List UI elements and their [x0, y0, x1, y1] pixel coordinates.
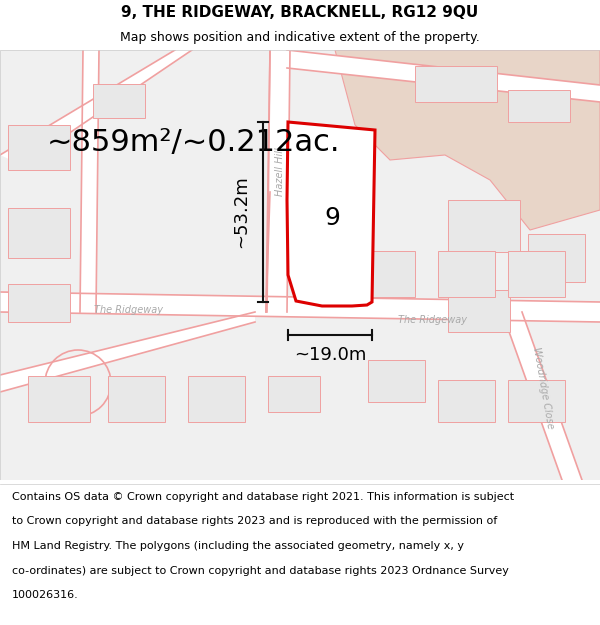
Bar	[8, 208, 70, 258]
Polygon shape	[0, 312, 255, 392]
Text: to Crown copyright and database rights 2023 and is reproduced with the permissio: to Crown copyright and database rights 2…	[12, 516, 497, 526]
Bar	[438, 251, 495, 297]
Polygon shape	[335, 50, 600, 230]
Bar	[8, 284, 70, 322]
Text: Woodridge Close: Woodridge Close	[531, 346, 555, 429]
Polygon shape	[502, 312, 582, 480]
Text: ~859m²/~0.212ac.: ~859m²/~0.212ac.	[46, 127, 340, 156]
Bar	[188, 376, 245, 422]
Text: ~53.2m: ~53.2m	[232, 176, 250, 248]
Bar	[28, 376, 90, 422]
Bar	[93, 84, 145, 118]
Bar	[108, 376, 165, 422]
Text: 9: 9	[324, 206, 340, 230]
Text: The Ridgeway: The Ridgeway	[94, 305, 163, 315]
Text: co-ordinates) are subject to Crown copyright and database rights 2023 Ordnance S: co-ordinates) are subject to Crown copyr…	[12, 566, 509, 576]
Polygon shape	[0, 50, 192, 165]
Bar	[358, 251, 415, 297]
Polygon shape	[267, 50, 290, 312]
Polygon shape	[287, 50, 600, 102]
Text: 9, THE RIDGEWAY, BRACKNELL, RG12 9QU: 9, THE RIDGEWAY, BRACKNELL, RG12 9QU	[121, 5, 479, 20]
Bar	[415, 66, 497, 102]
Text: Map shows position and indicative extent of the property.: Map shows position and indicative extent…	[120, 31, 480, 44]
Bar	[438, 380, 495, 422]
Polygon shape	[287, 122, 375, 306]
Bar	[268, 376, 320, 412]
Bar	[8, 125, 70, 170]
Polygon shape	[266, 50, 270, 312]
Polygon shape	[80, 50, 99, 312]
Bar	[448, 290, 510, 332]
Text: 100026316.: 100026316.	[12, 590, 79, 600]
Text: Hazell Hill: Hazell Hill	[275, 148, 285, 196]
Bar	[508, 380, 565, 422]
Bar	[448, 200, 520, 252]
Text: The Ridgeway: The Ridgeway	[398, 315, 467, 325]
Text: HM Land Registry. The polygons (including the associated geometry, namely x, y: HM Land Registry. The polygons (includin…	[12, 541, 464, 551]
Text: Contains OS data © Crown copyright and database right 2021. This information is : Contains OS data © Crown copyright and d…	[12, 492, 514, 502]
Bar	[508, 251, 565, 297]
Bar	[528, 234, 585, 282]
Bar	[368, 360, 425, 402]
Text: ~19.0m: ~19.0m	[294, 346, 366, 364]
Bar	[508, 90, 570, 122]
Polygon shape	[0, 292, 600, 322]
